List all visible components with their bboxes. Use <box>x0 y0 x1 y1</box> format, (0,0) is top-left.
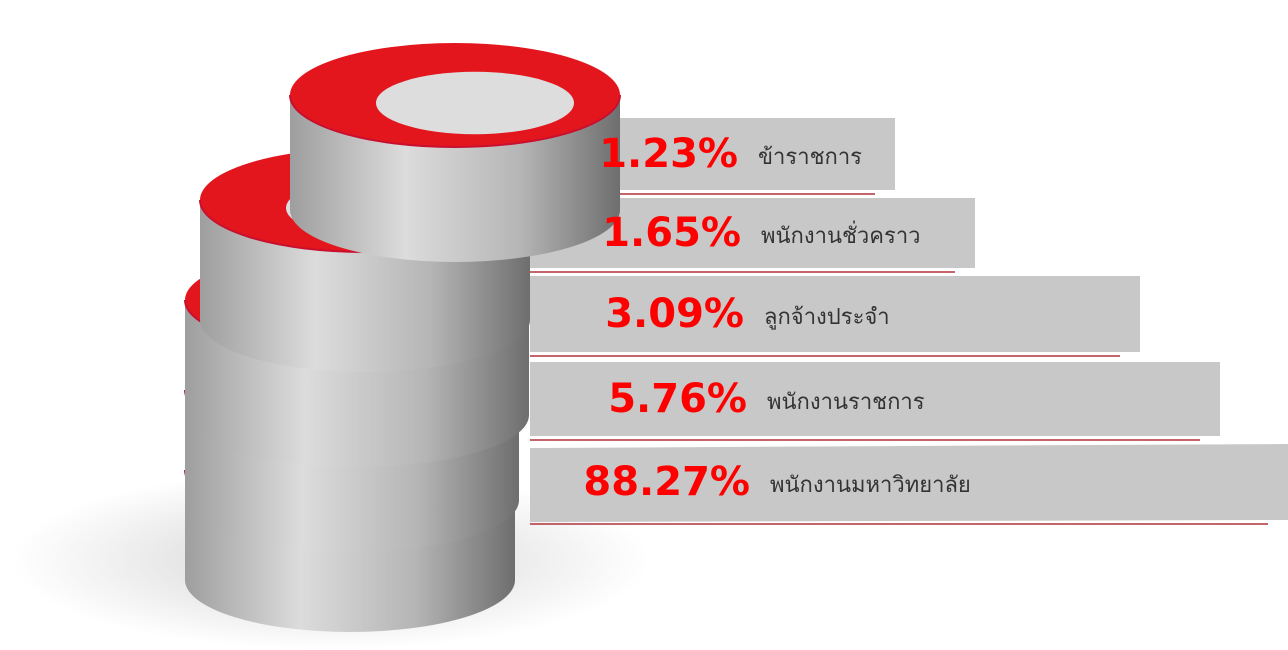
value-label: 5.76% <box>608 376 747 422</box>
banner <box>530 362 1220 436</box>
category-label: พนักงานมหาวิทยาลัย <box>770 473 971 498</box>
category-label: ข้าราชการ <box>758 145 862 170</box>
category-label: พนักงานชั่วคราว <box>761 220 921 249</box>
category-label: ลูกจ้างประจำ <box>764 305 890 330</box>
tier-rim <box>289 94 621 148</box>
labels: 1.23% ข้าราชการ 1.65% พนักงานชั่วคราว 3.09% ล… <box>583 131 970 505</box>
banner <box>530 118 895 190</box>
value-label: 88.27% <box>583 459 750 505</box>
category-label: พนักงานราชการ <box>767 390 925 415</box>
banner <box>530 198 975 268</box>
value-label: 3.09% <box>605 291 744 337</box>
banner <box>530 276 1140 352</box>
banners <box>530 118 1288 525</box>
tier-hole <box>376 71 574 135</box>
cylinder <box>184 43 621 632</box>
value-label: 1.65% <box>602 210 741 256</box>
banner <box>530 444 1288 522</box>
value-label: 1.23% <box>599 131 738 177</box>
